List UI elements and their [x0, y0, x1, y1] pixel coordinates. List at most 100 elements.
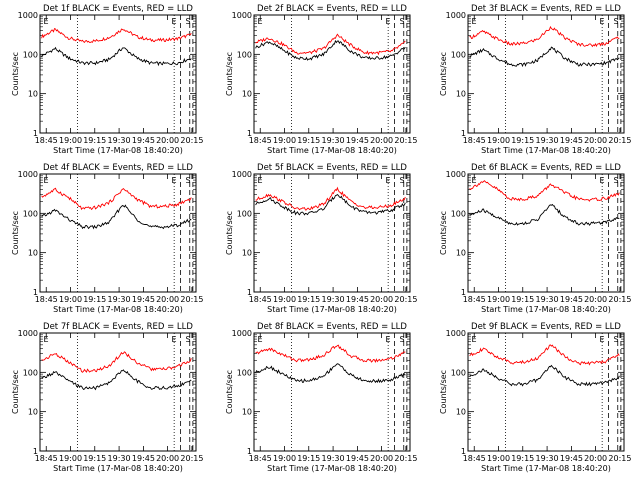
- marker-label: S: [400, 176, 405, 185]
- y-tick-label: 100: [451, 50, 466, 59]
- x-tick-label: 19:45: [346, 295, 369, 304]
- panel-6: Det 6f BLACK = Events, RED = LLD 1 10 100 10…: [439, 163, 631, 314]
- y-tick-label: 1: [461, 288, 466, 297]
- x-axis-label: Start Time (17-Mar-08 18:40:20): [481, 464, 611, 473]
- x-tick-label: 19:00: [487, 454, 510, 463]
- x-tick-label: 20:15: [608, 136, 631, 145]
- x-tick-label: 19:30: [322, 295, 345, 304]
- y-tick-label: 1: [247, 288, 252, 297]
- x-tick-label: 20:00: [156, 454, 179, 463]
- y-tick-label: 1: [33, 288, 38, 297]
- x-axis-label: Start Time (17-Mar-08 18:40:20): [481, 146, 611, 155]
- x-tick-label: 20:00: [156, 295, 179, 304]
- series-line-black: [255, 363, 406, 384]
- plot-frame: [467, 332, 625, 452]
- y-tick-label: 1000: [446, 170, 466, 179]
- x-tick-label: 19:00: [59, 136, 82, 145]
- marker-label: S: [400, 335, 405, 344]
- panel-2: Det 2f BLACK = Events, RED = LLD 1 10 100 10…: [225, 4, 417, 155]
- x-tick-label: 19:45: [132, 454, 155, 463]
- marker-label: E: [599, 17, 604, 26]
- x-tick-label: 20:00: [370, 295, 393, 304]
- x-tick-label: 20:15: [394, 136, 417, 145]
- x-tick-label: 19:15: [297, 454, 320, 463]
- panel-title: Det 4f BLACK = Events, RED = LLD: [43, 163, 193, 173]
- y-tick-label: 10: [242, 90, 252, 99]
- y-tick-label: 10: [456, 249, 466, 258]
- plot-frame: [39, 173, 197, 293]
- x-tick-label: 20:00: [584, 136, 607, 145]
- panel-title: Det 3f BLACK = Events, RED = LLD: [471, 4, 621, 14]
- y-tick-label: 10: [242, 408, 252, 417]
- panel-title: Det 2f BLACK = Events, RED = LLD: [257, 4, 407, 14]
- y-axis-label: Counts/sec: [11, 211, 20, 255]
- y-tick-label: 1: [33, 447, 38, 456]
- marker-label: S: [614, 17, 619, 26]
- y-tick-label: 100: [23, 209, 38, 218]
- y-axis-label: Counts/sec: [439, 370, 448, 414]
- y-tick-label: 10: [28, 408, 38, 417]
- marker-label: S: [614, 335, 619, 344]
- x-tick-label: 19:30: [108, 136, 131, 145]
- y-tick-label: 10: [456, 408, 466, 417]
- series-line-red: [255, 33, 406, 56]
- y-tick-label: 1: [33, 129, 38, 138]
- panel-title: Det 5f BLACK = Events, RED = LLD: [257, 163, 407, 173]
- series-line-red: [255, 344, 406, 364]
- y-tick-label: 1000: [446, 11, 466, 20]
- marker-label: E: [385, 17, 390, 26]
- x-tick-label: 19:30: [536, 295, 559, 304]
- series-line-red: [41, 28, 192, 44]
- y-axis-label: Counts/sec: [11, 52, 20, 96]
- marker-label: E: [171, 176, 176, 185]
- y-tick-label: 1000: [18, 329, 38, 338]
- marker-label: E: [44, 176, 49, 185]
- marker-label: E: [599, 335, 604, 344]
- marker-label: S: [186, 176, 191, 185]
- plot-frame: [39, 332, 197, 452]
- x-tick-label: 18:45: [35, 136, 58, 145]
- marker-label: E: [258, 335, 263, 344]
- y-tick-label: 1000: [232, 329, 252, 338]
- y-tick-label: 100: [237, 209, 252, 218]
- panel-9: Det 9f BLACK = Events, RED = LLD 1 10 100 10…: [439, 322, 631, 473]
- y-axis-label: Counts/sec: [225, 370, 234, 414]
- x-tick-label: 18:45: [463, 454, 486, 463]
- x-tick-label: 19:00: [273, 136, 296, 145]
- marker-label: E: [599, 176, 604, 185]
- y-tick-label: 1000: [18, 170, 38, 179]
- y-tick-label: 1000: [232, 170, 252, 179]
- x-tick-label: 19:45: [132, 295, 155, 304]
- series-line-red: [41, 187, 192, 211]
- marker-label: E: [171, 17, 176, 26]
- y-tick-label: 1: [461, 129, 466, 138]
- x-tick-label: 19:15: [83, 136, 106, 145]
- series-line-red: [41, 351, 192, 373]
- x-tick-label: 18:45: [249, 454, 272, 463]
- plot-frame: [253, 14, 411, 134]
- x-tick-label: 20:00: [156, 136, 179, 145]
- marker-label: E: [171, 335, 176, 344]
- x-tick-label: 19:15: [83, 454, 106, 463]
- x-tick-label: 20:00: [584, 454, 607, 463]
- x-tick-label: 18:45: [463, 295, 486, 304]
- y-tick-label: 10: [28, 90, 38, 99]
- panel-1: Det 1f BLACK = Events, RED = LLD 1 10 100 10…: [11, 4, 203, 155]
- x-tick-label: 20:15: [394, 454, 417, 463]
- y-tick-label: 1000: [232, 11, 252, 20]
- series-line-black: [41, 204, 192, 230]
- x-tick-label: 19:45: [560, 454, 583, 463]
- y-tick-label: 100: [237, 368, 252, 377]
- marker-label: S: [400, 17, 405, 26]
- y-tick-label: 1: [461, 447, 466, 456]
- y-tick-label: 1000: [18, 11, 38, 20]
- panel-8: Det 8f BLACK = Events, RED = LLD 1 10 100 10…: [225, 322, 417, 473]
- series-line-black: [41, 369, 192, 391]
- marker-label: S: [186, 335, 191, 344]
- series-line-black: [255, 194, 406, 216]
- series-line-black: [469, 46, 620, 68]
- y-tick-label: 100: [451, 368, 466, 377]
- x-axis-label: Start Time (17-Mar-08 18:40:20): [53, 464, 183, 473]
- x-tick-label: 20:15: [394, 295, 417, 304]
